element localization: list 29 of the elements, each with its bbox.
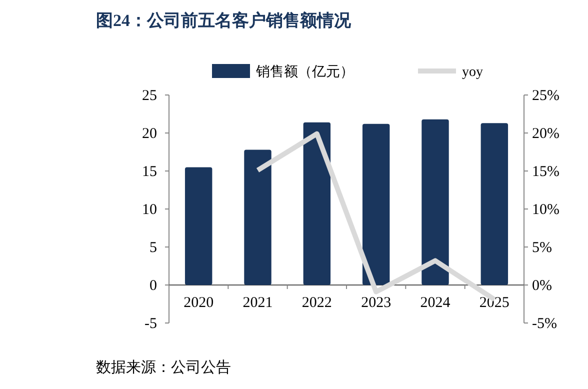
y-tick-label: 20 xyxy=(142,126,157,142)
bar xyxy=(480,123,508,285)
legend-label: 销售额（亿元） xyxy=(255,64,354,80)
y2-tick-label: -5% xyxy=(532,316,557,332)
y-tick-label: 0 xyxy=(150,278,157,294)
y-tick-label: 15 xyxy=(142,164,157,180)
chart-title: 图24：公司前五名客户销售额情况 xyxy=(96,11,352,30)
y2-tick-label: 0% xyxy=(532,278,552,294)
legend-label: yoy xyxy=(462,65,483,80)
y-tick-label: 5 xyxy=(150,240,157,256)
bar xyxy=(303,122,331,285)
x-tick-label: 2021 xyxy=(242,295,273,311)
bar xyxy=(184,167,212,285)
source-note: 数据来源：公司公告 xyxy=(96,359,231,376)
x-tick-label: 2024 xyxy=(420,295,451,311)
x-tick-label: 2023 xyxy=(361,295,392,311)
y2-tick-label: 20% xyxy=(532,126,560,142)
y2-tick-label: 5% xyxy=(532,240,552,256)
y2-tick-label: 15% xyxy=(532,164,560,180)
x-tick-label: 2022 xyxy=(302,295,332,311)
y-tick-label: -5 xyxy=(144,316,157,332)
bar xyxy=(244,150,272,285)
y-tick-label: 25 xyxy=(142,88,157,104)
bar xyxy=(422,119,449,285)
y2-tick-label: 10% xyxy=(532,202,560,218)
bar xyxy=(362,124,390,285)
y2-tick-label: 25% xyxy=(532,88,560,104)
y-tick-label: 10 xyxy=(142,202,157,218)
x-tick-label: 2020 xyxy=(184,295,214,311)
